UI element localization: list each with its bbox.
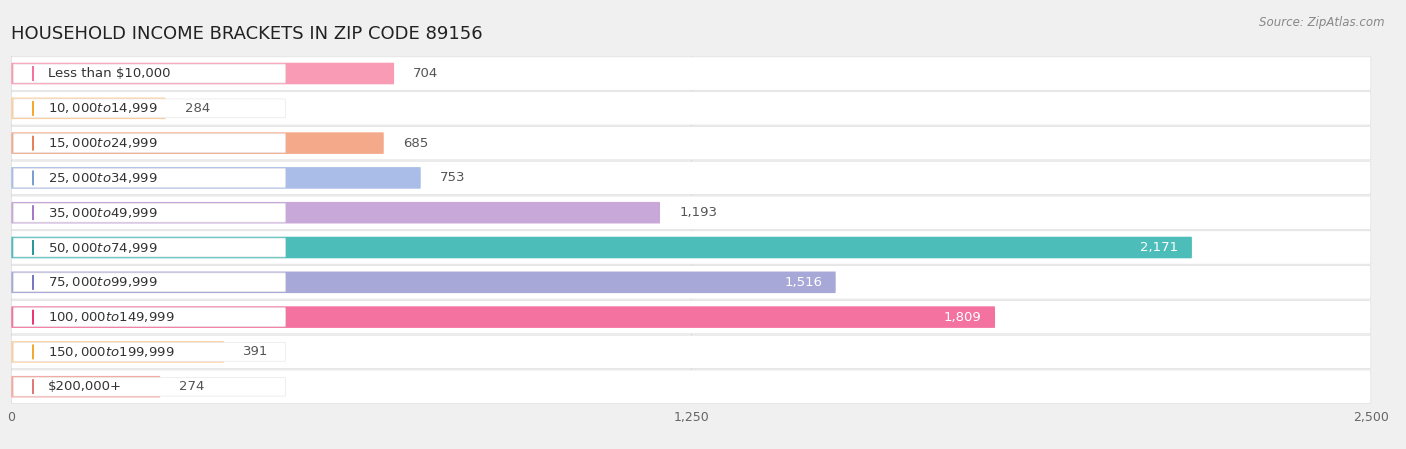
- Text: $10,000 to $14,999: $10,000 to $14,999: [48, 101, 157, 115]
- FancyBboxPatch shape: [11, 132, 384, 154]
- FancyBboxPatch shape: [14, 203, 285, 222]
- Text: 1,809: 1,809: [943, 311, 981, 324]
- Text: 1,193: 1,193: [679, 206, 717, 219]
- FancyBboxPatch shape: [11, 237, 1192, 258]
- Text: $50,000 to $74,999: $50,000 to $74,999: [48, 241, 157, 255]
- FancyBboxPatch shape: [11, 97, 166, 119]
- FancyBboxPatch shape: [14, 377, 285, 396]
- FancyBboxPatch shape: [11, 306, 995, 328]
- Text: $25,000 to $34,999: $25,000 to $34,999: [48, 171, 157, 185]
- Text: 274: 274: [180, 380, 205, 393]
- FancyBboxPatch shape: [11, 196, 1371, 229]
- FancyBboxPatch shape: [11, 300, 1371, 334]
- Text: $150,000 to $199,999: $150,000 to $199,999: [48, 345, 174, 359]
- FancyBboxPatch shape: [14, 99, 285, 118]
- Text: Source: ZipAtlas.com: Source: ZipAtlas.com: [1260, 16, 1385, 29]
- FancyBboxPatch shape: [11, 341, 224, 363]
- FancyBboxPatch shape: [11, 335, 1371, 369]
- FancyBboxPatch shape: [11, 272, 835, 293]
- FancyBboxPatch shape: [11, 202, 659, 224]
- Text: 685: 685: [402, 136, 427, 150]
- FancyBboxPatch shape: [11, 266, 1371, 299]
- Text: Less than $10,000: Less than $10,000: [48, 67, 170, 80]
- FancyBboxPatch shape: [11, 127, 1371, 160]
- FancyBboxPatch shape: [11, 370, 1371, 403]
- FancyBboxPatch shape: [11, 57, 1371, 90]
- Text: $35,000 to $49,999: $35,000 to $49,999: [48, 206, 157, 220]
- Text: HOUSEHOLD INCOME BRACKETS IN ZIP CODE 89156: HOUSEHOLD INCOME BRACKETS IN ZIP CODE 89…: [11, 26, 482, 44]
- FancyBboxPatch shape: [11, 63, 394, 84]
- Text: 753: 753: [440, 172, 465, 185]
- FancyBboxPatch shape: [11, 167, 420, 189]
- Text: $200,000+: $200,000+: [48, 380, 122, 393]
- FancyBboxPatch shape: [11, 231, 1371, 264]
- FancyBboxPatch shape: [11, 92, 1371, 125]
- FancyBboxPatch shape: [14, 168, 285, 187]
- FancyBboxPatch shape: [14, 238, 285, 257]
- Text: 391: 391: [243, 345, 269, 358]
- FancyBboxPatch shape: [11, 161, 1371, 194]
- Text: $15,000 to $24,999: $15,000 to $24,999: [48, 136, 157, 150]
- FancyBboxPatch shape: [11, 376, 160, 397]
- FancyBboxPatch shape: [14, 343, 285, 361]
- FancyBboxPatch shape: [14, 134, 285, 153]
- Text: $100,000 to $149,999: $100,000 to $149,999: [48, 310, 174, 324]
- Text: 1,516: 1,516: [785, 276, 823, 289]
- FancyBboxPatch shape: [14, 64, 285, 83]
- Text: 284: 284: [184, 102, 209, 115]
- FancyBboxPatch shape: [14, 308, 285, 326]
- Text: 704: 704: [413, 67, 439, 80]
- Text: 2,171: 2,171: [1140, 241, 1178, 254]
- FancyBboxPatch shape: [14, 273, 285, 292]
- Text: $75,000 to $99,999: $75,000 to $99,999: [48, 275, 157, 289]
